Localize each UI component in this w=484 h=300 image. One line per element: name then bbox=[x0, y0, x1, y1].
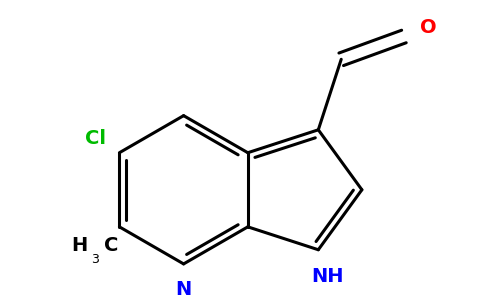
Text: Cl: Cl bbox=[85, 129, 106, 148]
Text: O: O bbox=[420, 18, 437, 37]
Text: NH: NH bbox=[311, 267, 343, 286]
Text: C: C bbox=[104, 236, 118, 255]
Text: N: N bbox=[176, 280, 192, 299]
Text: 3: 3 bbox=[91, 253, 99, 266]
Text: H: H bbox=[71, 236, 87, 255]
